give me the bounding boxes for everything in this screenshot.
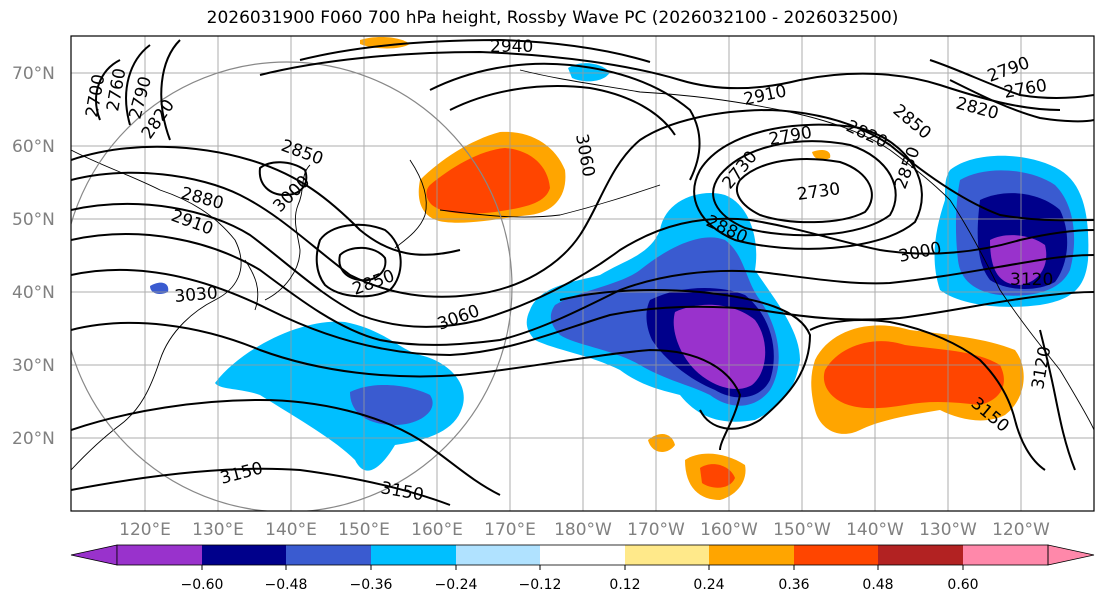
lon-label: 120°E (119, 520, 171, 540)
colorbar-segment (202, 545, 286, 565)
neg-anomaly-nw-pacific (215, 321, 464, 471)
colorbar-segment (456, 545, 540, 565)
colorbar-tick-label: −0.24 (435, 577, 478, 593)
lon-label: 130°E (192, 520, 244, 540)
lat-label-30: 30°N (12, 356, 55, 376)
colorbar-tick-label: −0.36 (350, 577, 393, 593)
colorbar-tick-label: −0.12 (519, 577, 562, 593)
alaska-coast (519, 69, 951, 201)
reference-circle (71, 61, 513, 511)
contour-label: 2940 (490, 37, 533, 57)
lat-label-40: 40°N (12, 283, 55, 303)
neg-anomaly-small-2 (150, 282, 169, 294)
map-title: 2026031900 F060 700 hPa height, Rossby W… (206, 8, 899, 28)
plot-border (70, 35, 1095, 512)
lon-label: 160°E (411, 520, 463, 540)
colorbar-segment (963, 545, 1048, 565)
rossby-pc-shading (150, 36, 1089, 500)
coastlines (71, 69, 1094, 471)
pos-anomaly-subtropical-core (823, 341, 1004, 409)
pos-anomaly-okhotsk-core (426, 148, 550, 214)
contour-label: 3030 (174, 283, 219, 307)
colorbar-extend-high (1047, 544, 1095, 566)
colorbar-extend-low (70, 544, 118, 566)
lat-label-60: 60°N (12, 137, 55, 157)
colorbar-tick-label: 0.36 (778, 577, 809, 593)
lon-label: 160°W (700, 520, 758, 540)
pos-anomaly-small-2 (360, 36, 410, 49)
colorbar: −0.60 −0.48 −0.36 −0.24 −0.12 0.12 0.24 … (70, 544, 1095, 593)
colorbar-segment (709, 545, 794, 565)
colorbar-tick-label: 0.48 (862, 577, 893, 593)
colorbar-segment (371, 545, 456, 565)
pos-anomaly-small-3 (812, 150, 831, 160)
lon-label: 140°W (846, 520, 904, 540)
colorbar-segment (794, 545, 878, 565)
longitude-labels: 120°E 130°E 140°E 150°E 160°E 170°E 180°… (119, 520, 1050, 540)
lon-label: 150°W (773, 520, 831, 540)
lat-label-70: 70°N (12, 64, 55, 84)
colorbar-tick-label: −0.48 (265, 577, 308, 593)
colorbar-tick-label: 0.12 (609, 577, 640, 593)
lat-label-50: 50°N (12, 210, 55, 230)
aleutians (439, 184, 661, 218)
colorbar-segment (878, 545, 963, 565)
neg-anomaly-nw-pacific-core (350, 384, 433, 425)
lat-label-20: 20°N (12, 429, 55, 449)
pos-anomaly-hawaii-core (700, 464, 735, 488)
colorbar-segment (540, 545, 625, 565)
kamchatka (394, 159, 427, 249)
colorbar-segment (117, 545, 202, 565)
lon-label: 180°W (554, 520, 612, 540)
contour-label: 3120 (1010, 270, 1053, 290)
height-contours (71, 38, 1094, 506)
na-west-coast (949, 199, 1094, 431)
colorbar-segment (625, 545, 709, 565)
neg-anomaly-small-1 (568, 63, 610, 82)
colorbar-ticks (201, 565, 964, 570)
colorbar-frame (116, 544, 1049, 566)
colorbar-tick-label: 0.60 (947, 577, 978, 593)
lon-label: 170°W (627, 520, 685, 540)
lon-label: 130°W (919, 520, 977, 540)
neg-anomaly-central-pacific-core (673, 304, 766, 390)
lon-label: 140°E (265, 520, 317, 540)
colorbar-tick-label: 0.24 (693, 577, 724, 593)
lon-label: 170°E (484, 520, 536, 540)
lon-label: 120°W (992, 520, 1050, 540)
lon-label: 150°E (338, 520, 390, 540)
asia-coast (71, 149, 242, 471)
colorbar-segment (286, 545, 371, 565)
latitude-labels: 70°N 60°N 50°N 40°N 30°N 20°N (12, 64, 55, 449)
neg-anomaly-ne-pacific-core (990, 235, 1047, 285)
colorbar-tick-label: −0.60 (181, 577, 224, 593)
